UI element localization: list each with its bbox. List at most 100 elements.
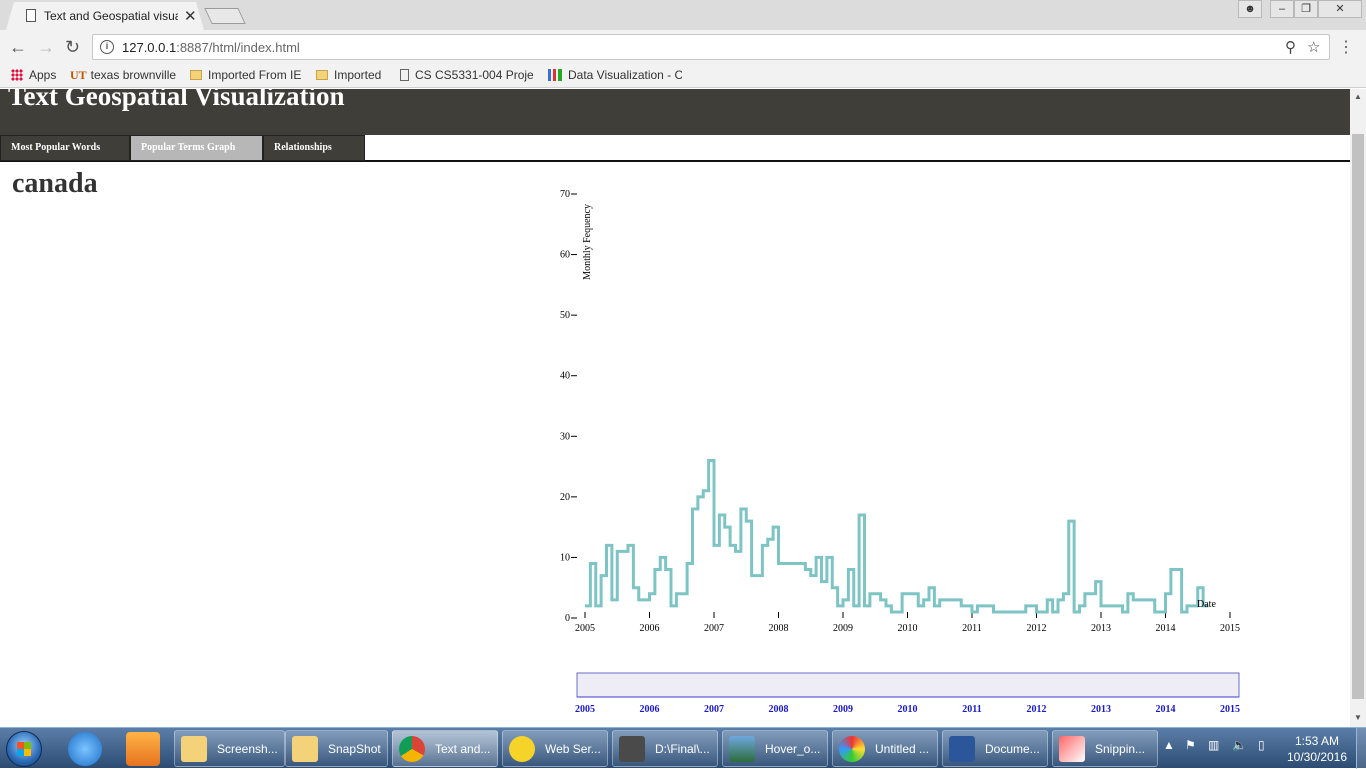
reload-icon[interactable]: ↻ bbox=[65, 37, 81, 57]
y-axis: 0 10 20 30 40 50 60 70 bbox=[560, 189, 577, 624]
clock-date: 10/30/2016 bbox=[1286, 750, 1348, 764]
address-url[interactable]: 127.0.0.1:8887/html/index.html bbox=[122, 40, 300, 55]
y-axis-label: Monthly Fequency bbox=[582, 204, 593, 280]
info-icon[interactable]: i bbox=[100, 40, 114, 54]
y-tick-label: 70 bbox=[560, 189, 570, 200]
bookmark-imported[interactable]: Imported bbox=[316, 68, 381, 82]
taskbar-item-web-server[interactable]: Web Ser... bbox=[502, 730, 608, 767]
taskbar-item-hover[interactable]: Hover_o... bbox=[722, 730, 828, 767]
app-header: Text Geospatial Visualization bbox=[0, 89, 1350, 135]
paint-palette-icon bbox=[839, 736, 865, 762]
scroll-up-arrow-icon[interactable]: ▲ bbox=[1354, 92, 1362, 101]
app-title: Text Geospatial Visualization bbox=[8, 89, 345, 111]
browser-tab-active[interactable]: Text and Geospatial visua ✕ bbox=[6, 2, 204, 30]
scroll-down-arrow-icon[interactable]: ▼ bbox=[1354, 713, 1362, 722]
snipping-tool-icon bbox=[1059, 736, 1085, 762]
ut-logo-icon: UT bbox=[70, 68, 87, 82]
brush-tick-label: 2012 bbox=[1027, 704, 1047, 715]
x-tick-label: 2012 bbox=[1027, 623, 1047, 634]
tray-expand-icon[interactable]: ▲ bbox=[1163, 738, 1175, 752]
series-line-monthly-frequency bbox=[585, 459, 1209, 614]
internet-explorer-icon[interactable] bbox=[68, 732, 102, 766]
x-tick-label: 2007 bbox=[704, 623, 724, 634]
word-icon bbox=[949, 736, 975, 762]
brush-selection[interactable] bbox=[576, 672, 1240, 698]
browser-tabstrip: Text and Geospatial visua ✕ ☻ – ❐ ✕ bbox=[0, 0, 1366, 30]
y-tick-label: 60 bbox=[560, 250, 570, 261]
page-viewport: Text Geospatial Visualization Most Popul… bbox=[0, 89, 1350, 727]
scrollbar-thumb[interactable] bbox=[1352, 134, 1364, 699]
tab-most-popular-words[interactable]: Most Popular Words bbox=[0, 135, 130, 161]
page-scrollbar[interactable]: ▲ ▼ bbox=[1350, 89, 1366, 727]
bookmark-texas-brownville[interactable]: UT texas brownville bbox=[70, 68, 177, 82]
brush-tick-label: 2008 bbox=[769, 704, 789, 715]
sublime-text-icon bbox=[619, 736, 645, 762]
x-tick-label: 2006 bbox=[640, 623, 660, 634]
tab-popular-terms-graph[interactable]: Popular Terms Graph bbox=[130, 135, 263, 161]
taskbar-item-sublime[interactable]: D:\Final\... bbox=[612, 730, 718, 767]
bookmark-star-icon[interactable]: ☆ bbox=[1307, 39, 1321, 56]
brush-tick-label: 2005 bbox=[575, 704, 595, 715]
close-window-button[interactable]: ✕ bbox=[1318, 0, 1362, 18]
battery-icon[interactable]: ▯ bbox=[1258, 738, 1265, 752]
x-axis: 2005 2006 2007 2008 2009 2010 2011 2012 2013 2014… bbox=[575, 612, 1240, 634]
frequency-line-chart: 0 10 20 30 40 50 60 70 2005 2006 2007 2008 2009 2010… bbox=[560, 189, 1240, 715]
bookmark-data-visualization[interactable]: Data Visualization - C bbox=[548, 68, 682, 82]
minimize-button[interactable]: – bbox=[1270, 0, 1294, 18]
taskbar-item-snipping[interactable]: Snippin... bbox=[1052, 730, 1158, 767]
action-center-icon[interactable]: ⚑ bbox=[1185, 738, 1196, 752]
bookmarks-bar: Apps UT texas brownville Imported From IE… bbox=[0, 64, 1366, 88]
profile-icon[interactable]: ☻ bbox=[1238, 0, 1262, 18]
search-term-heading: canada bbox=[12, 168, 98, 199]
new-tab-button[interactable] bbox=[204, 8, 246, 24]
browser-toolbar: ← → ↻ i 127.0.0.1:8887/html/index.html ⚲… bbox=[0, 30, 1366, 64]
taskbar-item-chrome[interactable]: Text and... bbox=[392, 730, 498, 767]
y-tick-label: 10 bbox=[560, 552, 570, 563]
zoom-icon[interactable]: ⚲ bbox=[1285, 39, 1296, 56]
address-bar[interactable]: i 127.0.0.1:8887/html/index.html ⚲ ☆ bbox=[92, 34, 1330, 60]
bookmark-imported-from-ie[interactable]: Imported From IE bbox=[190, 68, 301, 82]
chrome-icon bbox=[399, 736, 425, 762]
taskbar-item-paint[interactable]: Untitled ... bbox=[832, 730, 938, 767]
forward-arrow-icon[interactable]: → bbox=[37, 37, 55, 57]
bookmark-cs5331[interactable]: CS CS5331-004 Projec bbox=[400, 68, 534, 82]
taskbar-item-screenshots[interactable]: Screensh... bbox=[174, 730, 285, 767]
volume-icon[interactable]: 🔈 bbox=[1232, 738, 1247, 752]
x-tick-label: 2008 bbox=[769, 623, 789, 634]
brush-tick-label: 2011 bbox=[962, 704, 981, 715]
tab-relationships[interactable]: Relationships bbox=[263, 135, 365, 161]
close-tab-icon[interactable]: ✕ bbox=[184, 8, 197, 25]
tab-title: Text and Geospatial visua bbox=[44, 9, 178, 23]
brush-tick-label: 2007 bbox=[704, 704, 724, 715]
bar-chart-icon bbox=[548, 69, 562, 81]
x-tick-label: 2011 bbox=[962, 623, 982, 634]
show-desktop-button[interactable] bbox=[1356, 728, 1366, 769]
y-tick-label: 30 bbox=[560, 431, 570, 442]
system-clock[interactable]: 1:53 AM 10/30/2016 bbox=[1282, 733, 1352, 765]
back-arrow-icon[interactable]: ← bbox=[9, 37, 27, 57]
x-axis-label: Date bbox=[1197, 599, 1216, 610]
main-nav: Most Popular Words Popular Terms Graph R… bbox=[0, 135, 1350, 162]
y-tick-label: 20 bbox=[560, 492, 570, 503]
x-tick-label: 2013 bbox=[1091, 623, 1111, 634]
maximize-button[interactable]: ❐ bbox=[1294, 0, 1318, 18]
page-icon bbox=[400, 69, 409, 81]
brush-tick-label: 2006 bbox=[640, 704, 660, 715]
x-tick-label: 2005 bbox=[575, 623, 595, 634]
brush-tick-label: 2010 bbox=[898, 704, 918, 715]
x-tick-label: 2015 bbox=[1220, 623, 1240, 634]
media-player-icon[interactable] bbox=[126, 732, 160, 766]
folder-icon bbox=[181, 736, 207, 762]
y-tick-label: 50 bbox=[560, 310, 570, 321]
start-button[interactable] bbox=[6, 731, 42, 767]
brush-tick-label: 2009 bbox=[833, 704, 853, 715]
brush-tick-label: 2015 bbox=[1220, 704, 1240, 715]
network-icon[interactable]: ▥ bbox=[1208, 738, 1220, 752]
folder-icon bbox=[292, 736, 318, 762]
folder-icon bbox=[316, 70, 328, 80]
taskbar-item-snapshot[interactable]: SnapShot bbox=[285, 730, 388, 767]
web-server-icon bbox=[509, 736, 535, 762]
taskbar-item-word[interactable]: Docume... bbox=[942, 730, 1048, 767]
menu-icon[interactable]: ⋮ bbox=[1338, 39, 1354, 56]
bookmark-apps[interactable]: Apps bbox=[11, 68, 56, 82]
